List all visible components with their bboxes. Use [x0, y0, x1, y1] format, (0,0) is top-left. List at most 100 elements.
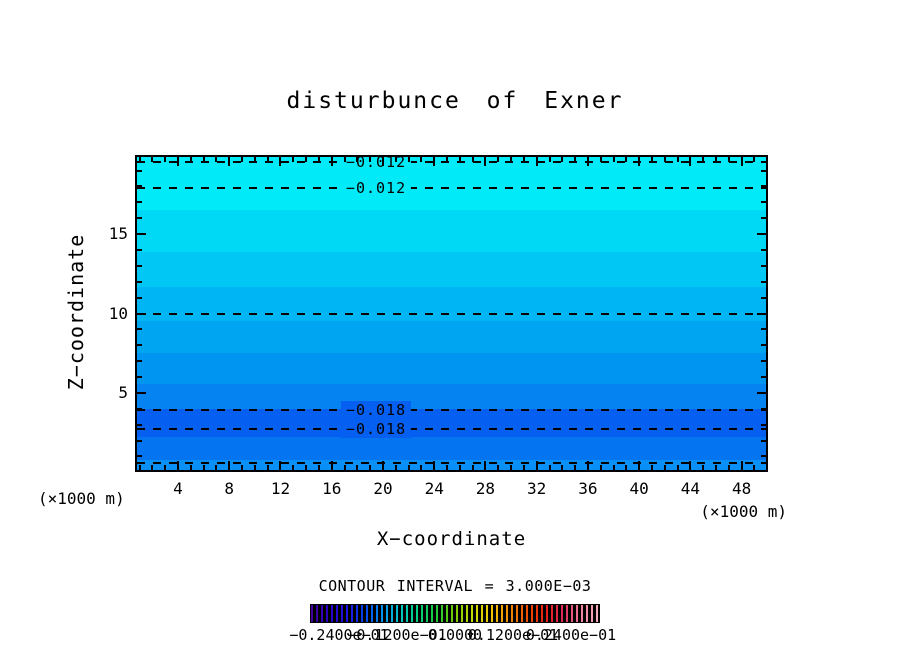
x-axis-minor-tick-top	[574, 157, 577, 162]
y-axis-major-tick-right	[757, 233, 766, 236]
contour-fill-band	[137, 321, 766, 354]
x-axis-minor-tick-bottom	[202, 465, 205, 470]
y-axis-minor-tick-left	[137, 407, 142, 410]
x-axis-minor-tick-bottom	[138, 465, 141, 470]
x-axis-major-tick-top	[433, 157, 436, 166]
y-axis-minor-tick-right	[761, 217, 766, 220]
x-tick-label: 24	[424, 479, 444, 498]
x-axis-minor-tick-top	[420, 157, 423, 162]
y-axis-minor-tick-left	[137, 328, 142, 331]
y-axis-minor-tick-left	[137, 423, 142, 426]
x-tick-label: 32	[527, 479, 547, 498]
x-axis-minor-tick-top	[356, 157, 359, 162]
y-tick-label: 5	[118, 382, 128, 402]
x-axis-minor-tick-top	[612, 157, 615, 162]
y-axis-minor-tick-left	[137, 264, 142, 267]
contour-fill-band	[137, 287, 766, 322]
x-axis-major-tick-bottom	[586, 461, 589, 470]
x-axis-minor-tick-bottom	[548, 465, 551, 470]
x-axis-minor-tick-top	[663, 157, 666, 162]
x-axis-minor-tick-top	[343, 157, 346, 162]
x-axis-minor-tick-bottom	[407, 465, 410, 470]
x-axis-tick-labels: 4 8 12 16 20 24 28 32 36 40 44 48	[135, 479, 768, 501]
contour-line-label: −0.018	[340, 419, 412, 438]
y-axis-minor-tick-right	[761, 185, 766, 188]
colorbar-tick-labels: −0.2400e−01 −0.1200e−01 0.0000 0.1200e−01 0.…	[289, 626, 616, 646]
x-axis-minor-tick-bottom	[599, 465, 602, 470]
contour-line	[137, 312, 766, 315]
x-tick-label: 28	[475, 479, 496, 498]
x-axis-minor-tick-bottom	[753, 465, 756, 470]
colorbar-tick-label: −0.1200e−01	[347, 626, 447, 644]
x-axis-major-tick-top	[586, 157, 589, 166]
colorbar-tick-label: −0.2400e−01	[289, 626, 389, 644]
y-axis-minor-tick-right	[761, 264, 766, 267]
x-axis-minor-tick-bottom	[164, 465, 167, 470]
x-axis-major-tick-top	[279, 157, 282, 166]
x-tick-label: 8	[224, 479, 235, 498]
contour-fill-band	[137, 251, 766, 288]
y-axis-minor-tick-left	[137, 217, 142, 220]
contour-line-label: −0.012	[340, 157, 412, 171]
y-tick-label: 10	[108, 303, 128, 323]
x-tick-label: 44	[680, 479, 701, 498]
x-axis-minor-tick-bottom	[151, 465, 154, 470]
x-axis-minor-tick-bottom	[561, 465, 564, 470]
y-axis-minor-tick-left	[137, 185, 142, 188]
x-axis-title: X−coordinate	[376, 528, 527, 550]
x-axis-minor-tick-top	[599, 157, 602, 162]
x-axis-minor-tick-top	[138, 157, 141, 162]
x-axis-major-tick-bottom	[228, 461, 231, 470]
x-axis-major-tick-bottom	[176, 461, 179, 470]
x-axis-minor-tick-bottom	[612, 465, 615, 470]
y-axis-minor-tick-right	[761, 344, 766, 347]
contour-fill-band	[137, 459, 766, 470]
x-axis-minor-tick-top	[727, 157, 730, 162]
contour-fill-band	[137, 408, 766, 438]
y-axis-major-tick-right	[757, 391, 766, 394]
y-axis-major-tick-right	[757, 312, 766, 315]
colorbar-tick-label: 0.1200e−01	[467, 626, 559, 644]
y-axis-minor-tick-left	[137, 455, 142, 458]
x-axis-minor-tick-bottom	[241, 465, 244, 470]
y-axis-title: Z−coordinate	[64, 233, 88, 391]
x-tick-label: 16	[322, 479, 342, 498]
x-axis-minor-tick-bottom	[522, 465, 525, 470]
x-axis-minor-tick-bottom	[266, 465, 269, 470]
x-axis-minor-tick-top	[151, 157, 154, 162]
x-axis-minor-tick-top	[548, 157, 551, 162]
contour-fill-band	[137, 384, 766, 410]
x-tick-label: 20	[373, 479, 393, 498]
y-axis-minor-tick-left	[137, 201, 142, 204]
x-axis-minor-tick-top	[497, 157, 500, 162]
x-axis-minor-tick-bottom	[253, 465, 256, 470]
x-axis-major-tick-top	[176, 157, 179, 166]
y-axis-minor-tick-right	[761, 169, 766, 172]
x-axis-major-tick-top	[689, 157, 692, 166]
x-axis-major-tick-top	[740, 157, 743, 166]
x-axis-minor-tick-top	[394, 157, 397, 162]
x-axis-minor-tick-bottom	[446, 465, 449, 470]
x-axis-minor-tick-top	[753, 157, 756, 162]
y-axis-major-tick-left	[137, 233, 146, 236]
x-axis-major-tick-top	[228, 157, 231, 166]
y-axis-minor-tick-right	[761, 280, 766, 283]
y-axis-major-tick-left	[137, 391, 146, 394]
x-axis-minor-tick-top	[471, 157, 474, 162]
x-axis-minor-tick-bottom	[356, 465, 359, 470]
x-axis-minor-tick-top	[164, 157, 167, 162]
x-axis-minor-tick-bottom	[625, 465, 628, 470]
x-axis-minor-tick-bottom	[292, 465, 295, 470]
x-axis-minor-tick-top	[407, 157, 410, 162]
x-axis-major-tick-bottom	[381, 461, 384, 470]
x-axis-major-tick-top	[381, 157, 384, 166]
contour-fill-band	[137, 353, 766, 385]
y-axis-minor-tick-left	[137, 360, 142, 363]
x-axis-minor-tick-top	[561, 157, 564, 162]
x-axis-minor-tick-top	[510, 157, 513, 162]
x-axis-major-tick-bottom	[330, 461, 333, 470]
x-axis-minor-tick-top	[715, 157, 718, 162]
y-axis-minor-tick-right	[761, 407, 766, 410]
x-axis-minor-tick-bottom	[189, 465, 192, 470]
x-axis-major-tick-top	[484, 157, 487, 166]
